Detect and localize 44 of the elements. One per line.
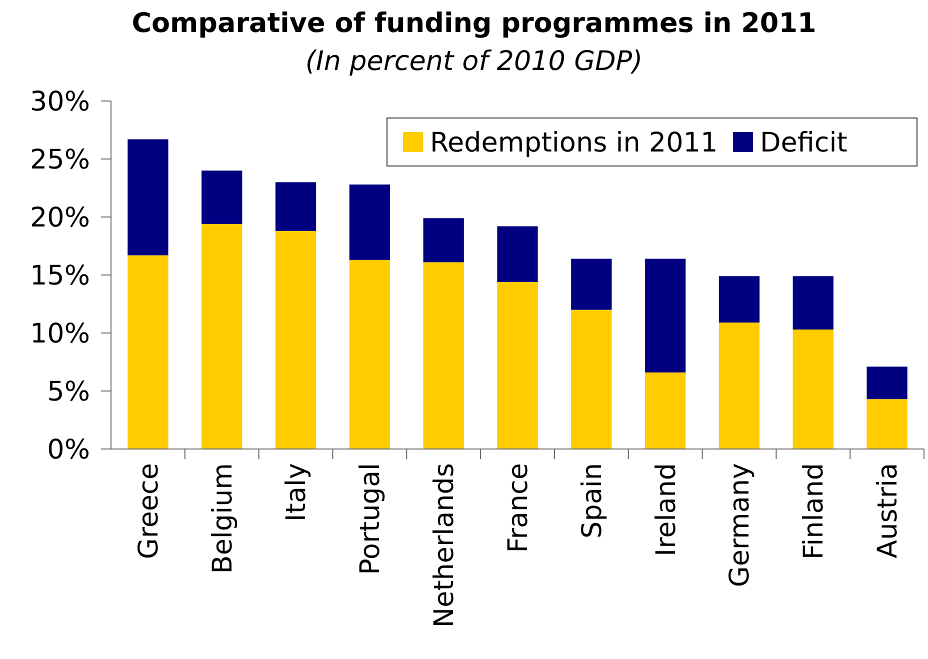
x-tick-label: Netherlands — [429, 463, 460, 628]
bar — [866, 366, 908, 400]
bar — [644, 372, 686, 449]
x-tick-label: Ireland — [650, 463, 682, 556]
y-tick-label: 30% — [30, 86, 90, 118]
bar — [571, 310, 612, 449]
x-tick-label: Germany — [724, 462, 756, 588]
y-tick-label: 5% — [47, 376, 90, 408]
bar — [792, 330, 834, 449]
bar — [497, 282, 538, 449]
bar — [423, 262, 464, 449]
x-tick-label: Finland — [798, 463, 830, 560]
bar — [644, 258, 686, 372]
bar — [128, 255, 168, 449]
bar — [718, 276, 760, 323]
x-tick-label: Austria — [872, 463, 904, 558]
chart-title: Comparative of funding programmes in 2011 — [132, 8, 816, 39]
y-tick-label: 15% — [30, 260, 90, 292]
x-tick-label: Greece — [133, 463, 164, 560]
bar — [275, 230, 316, 449]
bar — [202, 170, 242, 224]
y-tick-label: 20% — [30, 202, 90, 234]
y-tick-label: 10% — [30, 318, 90, 350]
bar — [275, 182, 316, 231]
y-tick-label: 25% — [30, 144, 90, 176]
x-tick-label: Portugal — [355, 463, 386, 575]
bar — [202, 224, 242, 449]
bar — [423, 218, 464, 262]
bar — [349, 184, 390, 260]
bar — [718, 322, 760, 449]
bar — [866, 399, 908, 449]
legend-label: Deficit — [760, 127, 848, 158]
bar — [571, 258, 612, 310]
bar — [792, 276, 834, 330]
x-tick-label: Italy — [281, 462, 312, 522]
bar — [497, 226, 538, 282]
x-tick-label: France — [502, 463, 534, 553]
legend-label: Redemptions in 2011 — [430, 127, 718, 158]
bar — [128, 139, 168, 256]
chart-subtitle: (In percent of 2010 GDP) — [305, 46, 643, 77]
bar — [349, 260, 390, 449]
x-tick-label: Belgium — [207, 463, 238, 574]
y-tick-label: 0% — [47, 434, 90, 466]
x-tick-label: Spain — [576, 463, 608, 538]
